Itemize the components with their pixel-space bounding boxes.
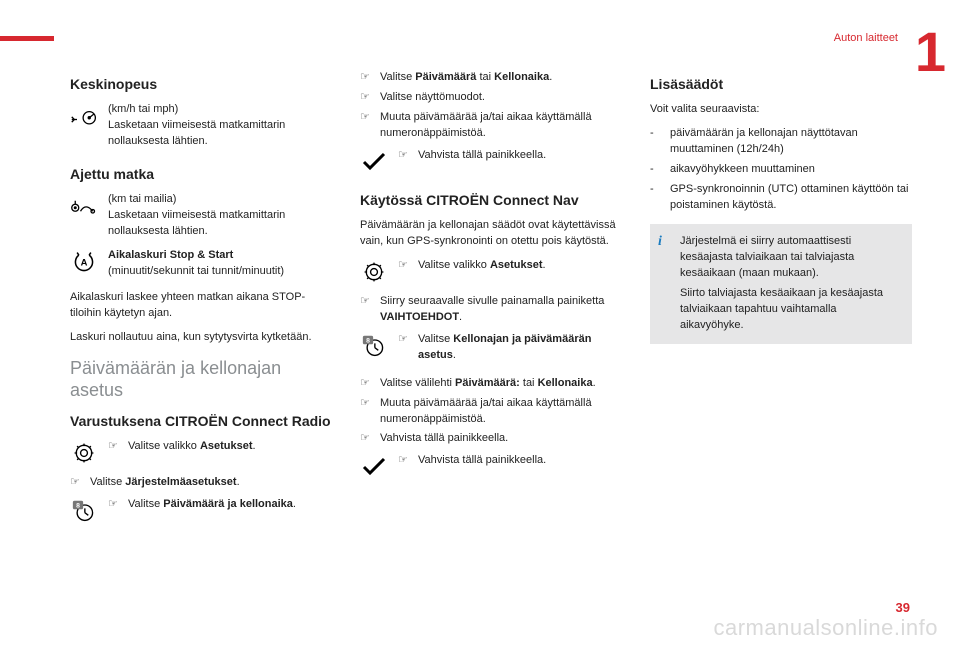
c2-step-d3: ☞Vahvista tällä painikkeella.: [360, 431, 622, 447]
ss-unit: (minuutit/sekunnit tai tunnit/minuutit): [108, 264, 332, 280]
checkmark-icon: [360, 148, 388, 176]
column-2: ☞Valitse Päivämäärä tai Kellonaika. ☞Val…: [360, 70, 622, 533]
gear-icon: [360, 258, 388, 286]
c2-step-d2: ☞Muuta päivämäärää ja/tai aikaa käyttämä…: [360, 396, 622, 428]
row-confirm-1: ☞Vahvista tällä painikkeella.: [360, 148, 622, 176]
info-box: i Järjestelmä ei siirry automaattisesti …: [650, 224, 912, 344]
c2-p1: Päivämäärän ja kellonajan säädöt ovat kä…: [360, 218, 622, 250]
column-3: Lisäsäädöt Voit valita seuraavista: -päi…: [650, 70, 912, 533]
heading-ajettu-matka: Ajettu matka: [70, 164, 332, 184]
c3-b3: -GPS-synkronoinnin (UTC) ottaminen käytt…: [650, 182, 912, 214]
ss-title: Aikalaskuri Stop & Start: [108, 249, 233, 261]
watermark: carmanualsonline.info: [713, 615, 938, 641]
c2-step-c: Valitse Kellonajan ja päivämäärän asetus…: [418, 332, 622, 364]
info-line-2: Siirto talviajasta kesäaikaan ja kesäaja…: [680, 286, 900, 334]
distance-icon: [70, 192, 98, 220]
row-stop-start: A Aikalaskuri Stop & Start (minuutit/sek…: [70, 248, 332, 280]
heading-lisasaadot: Lisäsäädöt: [650, 74, 912, 94]
ss-para1: Aikalaskuri laskee yhteen matkan aikana …: [70, 290, 332, 322]
clock-badge-icon: 8: [70, 497, 98, 525]
row-avg-speed: (km/h tai mph) Lasketaan viimeisestä mat…: [70, 102, 332, 150]
c2-step-b: ☞Siirry seuraavalle sivulle painamalla p…: [360, 294, 622, 326]
c3-b2: -aikavyöhykkeen muuttaminen: [650, 162, 912, 178]
row-settings: ☞ Valitse valikko Asetukset.: [70, 439, 332, 467]
columns: Keskinopeus (km/h tai mph) Lasketaan vii…: [70, 70, 912, 533]
svg-text:8: 8: [366, 337, 370, 344]
clock-badge-icon: 8: [360, 332, 388, 360]
row-confirm-2: ☞Vahvista tällä painikkeella.: [360, 453, 622, 481]
chapter-number: 1: [915, 24, 946, 80]
page: Auton laitteet 1 Keskinopeus (km/h tai m…: [0, 0, 960, 649]
c2-step-a: Valitse valikko Asetukset.: [418, 258, 546, 274]
stop-start-icon: A: [70, 248, 98, 276]
c2-step-d1: ☞Valitse välilehti Päivämäärä: tai Kello…: [360, 376, 622, 392]
c2-line2: ☞Valitse näyttömuodot.: [360, 90, 622, 106]
column-1: Keskinopeus (km/h tai mph) Lasketaan vii…: [70, 70, 332, 533]
info-icon: i: [658, 232, 672, 246]
row-clock-8: 8 ☞Valitse Kellonajan ja päivämäärän ase…: [360, 332, 622, 368]
red-accent-bar: [0, 36, 54, 41]
gear-icon: [70, 439, 98, 467]
checkmark-icon: [360, 453, 388, 481]
dist-units: (km tai mailia): [108, 192, 332, 208]
step-date-time: Valitse Päivämäärä ja kellonaika.: [128, 497, 296, 513]
header: Auton laitteet: [0, 30, 960, 50]
speed-desc: Lasketaan viimeisestä matkamittarin noll…: [108, 118, 332, 150]
speed-units: (km/h tai mph): [108, 102, 332, 118]
info-line-1: Järjestelmä ei siirry automaattisesti ke…: [680, 234, 900, 282]
row-distance: (km tai mailia) Lasketaan viimeisestä ma…: [70, 192, 332, 240]
heading-connect-radio: Varustuksena CITROËN Connect Radio: [70, 411, 332, 431]
c3-intro: Voit valita seuraavista:: [650, 102, 912, 118]
row-date-time-select: 8 ☞ Valitse Päivämäärä ja kellonaika.: [70, 497, 332, 525]
section-label: Auton laitteet: [834, 32, 898, 44]
c3-b1: -päivämäärän ja kellonajan näyttötavan m…: [650, 126, 912, 158]
svg-text:A: A: [81, 257, 88, 268]
c2-line3: ☞Muuta päivämäärää ja/tai aikaa käyttämä…: [360, 110, 622, 142]
step-system-settings: ☞ Valitse Järjestelmäasetukset.: [70, 475, 332, 491]
c2-line1: ☞Valitse Päivämäärä tai Kellonaika.: [360, 70, 622, 86]
page-number: 39: [896, 600, 910, 615]
speedometer-icon: [70, 102, 98, 130]
row-settings-2: ☞Valitse valikko Asetukset.: [360, 258, 622, 286]
step-settings: Valitse valikko Asetukset.: [128, 439, 256, 455]
confirm-1-text: Vahvista tällä painikkeella.: [418, 148, 546, 164]
dist-desc: Lasketaan viimeisestä matkamittarin noll…: [108, 208, 332, 240]
confirm-2-text: Vahvista tällä painikkeella.: [418, 453, 546, 469]
heading-keskinopeus: Keskinopeus: [70, 74, 332, 94]
svg-text:8: 8: [76, 503, 80, 510]
heading-date-time: Päivämäärän ja kellonajan asetus: [70, 358, 332, 401]
ss-para2: Laskuri nollautuu aina, kun sytytysvirta…: [70, 330, 332, 346]
heading-connect-nav: Käytössä CITROËN Connect Nav: [360, 190, 622, 210]
